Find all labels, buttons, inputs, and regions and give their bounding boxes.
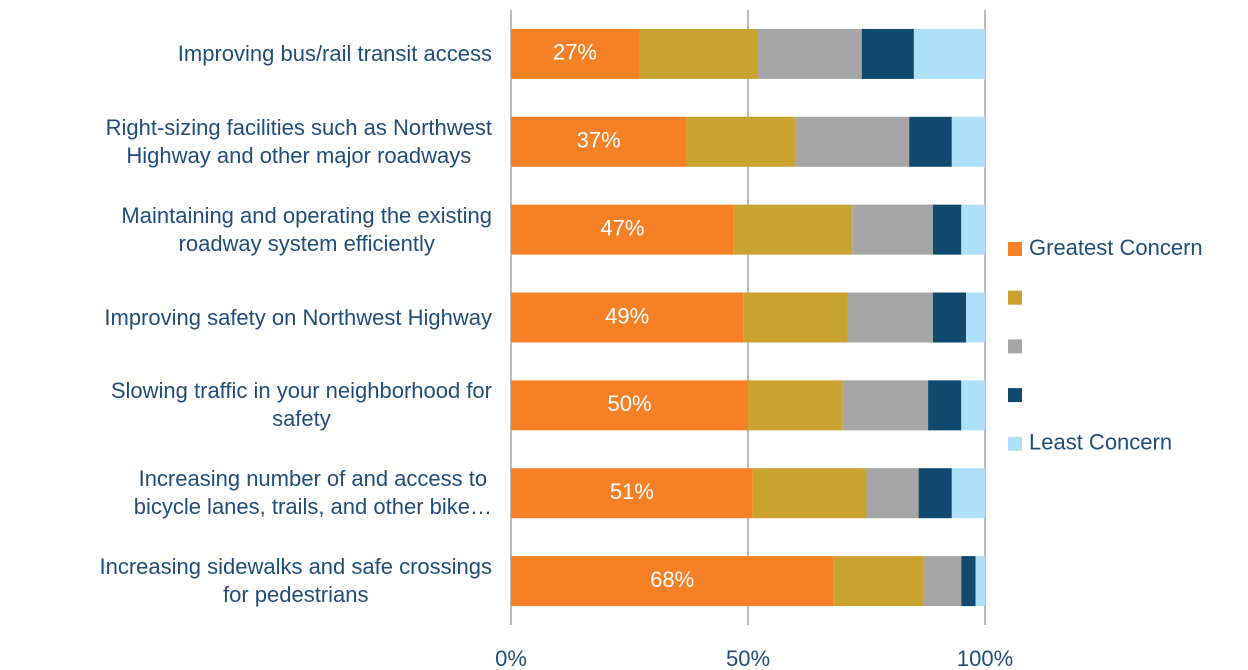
bar-segment [951,468,985,519]
bar-segment [913,28,985,79]
bar-segment [842,380,929,431]
data-label: 68% [650,567,694,592]
legend-label: Greatest Concern [1029,235,1203,260]
legend-label: Least Concern [1029,430,1172,455]
data-label: 47% [600,215,644,240]
y-tick-label: Slowing traffic in your neighborhood for… [110,378,492,432]
bar-segment [951,116,985,167]
y-tick-label-box: Increasing sidewalks and safe crossings … [0,541,492,621]
bar-segment [511,468,753,519]
bar-segment [748,380,843,431]
data-label: 37% [577,128,621,153]
bar-segment [511,380,748,431]
bar-segment [932,292,967,343]
y-tick-label-box: Improving safety on Northwest Highway [0,278,492,358]
bar-segment [511,292,744,343]
bar-segment [852,204,933,255]
y-tick-label: Increasing sidewalks and safe crossings … [99,554,492,608]
data-label: 27% [553,40,597,65]
bar-segment [975,556,985,607]
bar-segment [743,292,848,343]
bar-segment [861,28,914,79]
y-tick-label-box: Right-sizing facilities such as Northwes… [0,102,492,182]
legend-swatch [1008,290,1022,305]
bar-segment [511,556,834,607]
bar-segment [795,116,910,167]
y-tick-label: Right-sizing facilities such as Northwes… [105,114,492,168]
bar-segment [966,292,985,343]
data-label: 51% [610,479,654,504]
bar-segment [961,204,985,255]
x-tick-label: 0% [495,646,527,670]
bar-segment [961,380,985,431]
y-tick-label-box: Maintaining and operating the existing r… [0,190,492,270]
y-tick-label: Improving safety on Northwest Highway [104,304,492,330]
bar-segment [757,28,862,79]
x-tick-label: 100% [957,646,1013,670]
legend-swatch [1008,436,1022,451]
bar-segment [833,556,924,607]
bar-segment [909,116,952,167]
y-tick-label: Improving bus/rail transit access [177,40,492,66]
data-label: 50% [607,391,651,416]
bar-segment [752,468,867,519]
bar-segment [511,204,734,255]
y-tick-label: Maintaining and operating the existing r… [121,202,492,256]
bar-segment [932,204,962,255]
bar-segment [511,116,687,167]
bar-segment [686,116,796,167]
bar-segment [928,380,962,431]
data-label: 49% [605,303,649,328]
bar-segment [733,204,853,255]
bar-segment [961,556,976,607]
legend-swatch [1008,388,1022,403]
y-tick-label: Increasing number of and access to bicyc… [133,466,492,520]
bar-segment [847,292,933,343]
bar-segment [638,28,758,79]
y-tick-label-box: Increasing number of and access to bicyc… [0,453,492,533]
bar-segment [923,556,962,607]
bar-segment [866,468,919,519]
legend-swatch [1008,242,1022,256]
y-tick-label-box: Slowing traffic in your neighborhood for… [0,365,492,445]
y-tick-label-box: Improving bus/rail transit access [0,14,492,94]
x-tick-label: 50% [726,646,770,670]
legend-swatch [1008,339,1022,354]
bar-segment [511,28,639,79]
bar-segment [918,468,952,519]
